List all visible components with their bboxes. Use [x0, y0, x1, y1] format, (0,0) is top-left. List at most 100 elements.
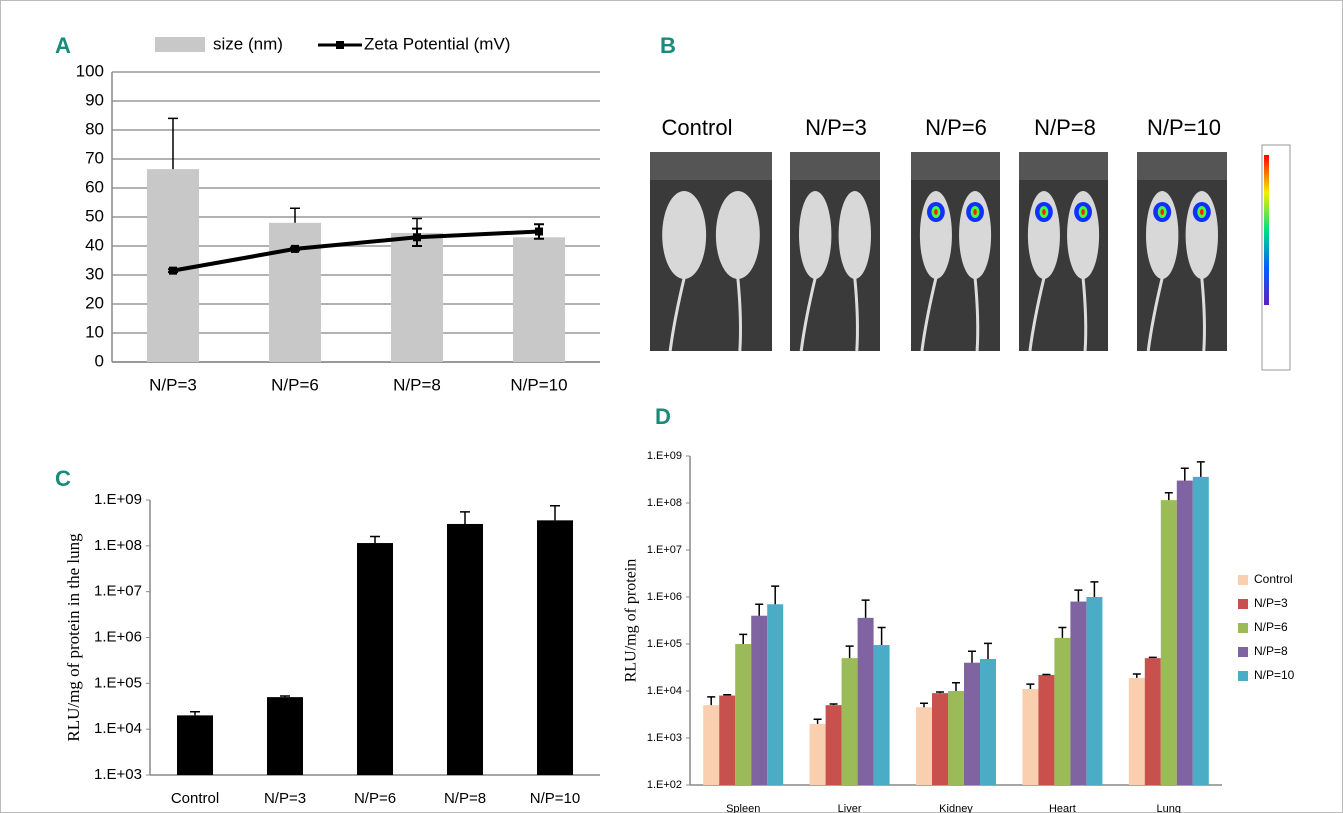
- point: [169, 267, 177, 275]
- colorbar: [1264, 155, 1269, 305]
- legend-label: N/P=8: [1254, 644, 1288, 658]
- signal: [1042, 209, 1046, 215]
- panel-label: D: [655, 404, 671, 429]
- image-label: N/P=8: [1034, 115, 1096, 140]
- y-tick-label: 1.E+08: [94, 537, 142, 554]
- y-tick-label: 1.E+07: [647, 544, 682, 556]
- y-tick-label: 20: [85, 293, 104, 312]
- x-tick-label: N/P=10: [510, 375, 567, 394]
- bar: [391, 233, 443, 362]
- y-tick-label: 1.E+03: [94, 766, 142, 783]
- y-tick-label: 1.E+02: [647, 779, 682, 791]
- figure: B Control N/P=3 N/P=6 N/P=8 N/P=10 A 0 10 2…: [0, 0, 1343, 813]
- legend-label: N/P=6: [1254, 620, 1288, 634]
- y-tick-label: 60: [85, 177, 104, 196]
- y-tick-label: 70: [85, 148, 104, 167]
- y-tick-label: 90: [85, 90, 104, 109]
- image-strip: [650, 152, 772, 180]
- y-tick-label: 1.E+07: [94, 583, 142, 600]
- y-tick-label: 1.E+03: [647, 732, 682, 744]
- x-tick-label: Control: [171, 790, 219, 807]
- bar: [1070, 602, 1086, 785]
- image-label: Control: [662, 115, 733, 140]
- point: [535, 228, 543, 236]
- y-tick-label: 1.E+04: [94, 720, 142, 737]
- image-strip: [790, 152, 880, 180]
- x-tick-label: Heart: [1049, 803, 1076, 813]
- y-tick-label: 1.E+06: [94, 628, 142, 645]
- y-axis-title: RLU/mg of protein in the lung: [64, 533, 83, 742]
- bar: [751, 616, 767, 785]
- signal: [973, 209, 977, 215]
- x-tick-label: Lung: [1157, 803, 1181, 813]
- x-tick-label: N/P=3: [149, 375, 197, 394]
- bar: [810, 724, 826, 785]
- x-tick-label: Liver: [838, 803, 862, 813]
- point: [413, 233, 421, 241]
- bar: [1038, 675, 1054, 785]
- bar: [1193, 477, 1209, 785]
- y-tick-label: 1.E+09: [647, 450, 682, 462]
- bar: [874, 645, 890, 785]
- bar: [1054, 638, 1070, 785]
- bar: [980, 659, 996, 785]
- y-tick-label: 1.E+05: [647, 638, 682, 650]
- x-tick-label: N/P=6: [354, 790, 396, 807]
- mouse: [799, 191, 831, 279]
- mouse: [662, 191, 706, 279]
- signal: [1200, 209, 1204, 215]
- bar: [735, 644, 751, 785]
- bar: [932, 693, 948, 785]
- legend-label: size (nm): [213, 34, 283, 53]
- y-tick-label: 40: [85, 235, 104, 254]
- y-tick-label: 0: [95, 351, 104, 370]
- bar: [842, 658, 858, 785]
- bar: [177, 715, 213, 775]
- mouse: [716, 191, 760, 279]
- bar: [1145, 658, 1161, 785]
- x-tick-label: N/P=6: [271, 375, 319, 394]
- x-tick-label: Kidney: [939, 803, 973, 813]
- image-label: N/P=6: [925, 115, 987, 140]
- y-tick-label: 1.E+09: [94, 491, 142, 508]
- bar: [537, 520, 573, 775]
- point: [291, 245, 299, 253]
- image-strip: [1137, 152, 1227, 180]
- bar: [826, 705, 842, 785]
- bar: [1129, 678, 1145, 785]
- legend-swatch: [1238, 623, 1248, 633]
- y-tick-label: 1.E+06: [647, 591, 682, 603]
- panel-label: B: [660, 33, 676, 58]
- signal: [934, 209, 938, 215]
- bar: [267, 697, 303, 775]
- mouse: [839, 191, 871, 279]
- x-tick-label: Spleen: [726, 803, 760, 813]
- image-label: N/P=10: [1147, 115, 1221, 140]
- legend-swatch: [1238, 647, 1248, 657]
- image-strip: [1019, 152, 1108, 180]
- bar: [1086, 597, 1102, 785]
- legend-label: N/P=10: [1254, 668, 1295, 682]
- error-bar: [1149, 657, 1157, 658]
- panel-label: A: [55, 33, 71, 58]
- panel-label: C: [55, 466, 71, 491]
- legend-swatch: [155, 37, 205, 52]
- legend-swatch: [1238, 599, 1248, 609]
- bar: [703, 705, 719, 785]
- y-tick-label: 100: [76, 61, 104, 80]
- y-tick-label: 1.E+08: [647, 497, 682, 509]
- legend-label: N/P=3: [1254, 596, 1288, 610]
- legend-swatch: [1238, 575, 1248, 585]
- bar: [1022, 689, 1038, 785]
- bar: [948, 691, 964, 785]
- image-strip: [911, 152, 1000, 180]
- legend-label: Zeta Potential (mV): [364, 34, 510, 53]
- bar: [357, 543, 393, 775]
- bar: [1177, 481, 1193, 785]
- y-axis-title: RLU/mg of protein: [623, 559, 640, 683]
- image-label: N/P=3: [805, 115, 867, 140]
- y-tick-label: 10: [85, 322, 104, 341]
- bar: [964, 663, 980, 785]
- y-tick-label: 30: [85, 264, 104, 283]
- y-tick-label: 1.E+04: [647, 685, 682, 697]
